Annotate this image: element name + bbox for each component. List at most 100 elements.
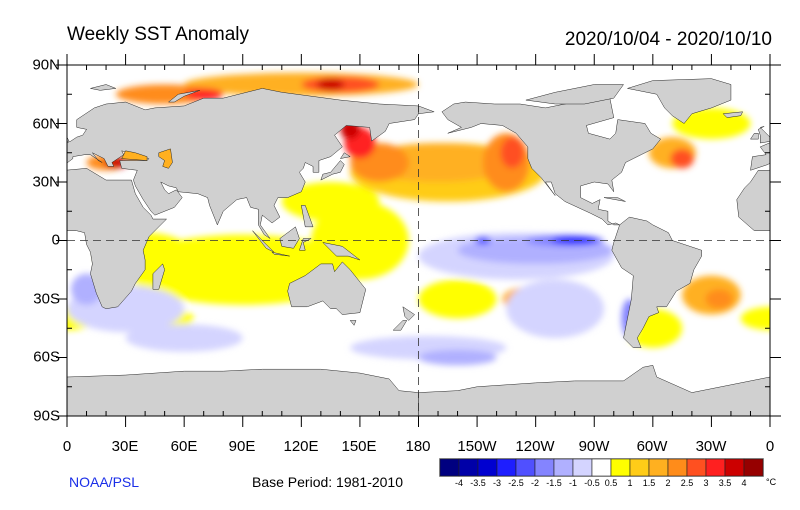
colorbar-swatch [439,458,460,477]
colorbar-swatch [629,458,650,477]
colorbar-swatch [534,458,555,477]
land-eurasia [67,88,419,239]
colorbar-swatch [724,458,745,477]
land-newguinea [322,242,361,261]
date-range: 2020/10/04 - 2020/10/10 [564,29,772,50]
colorbar-tick-label: -2.5 [508,478,524,488]
colorbar-swatch [743,458,764,477]
lat-label: 60N [32,115,60,133]
land-ireland [47,133,55,139]
land-svalbard [90,84,116,91]
colorbar-swatch [515,458,536,477]
map-title: Weekly SST Anomaly [67,24,249,45]
colorbar-tick-label: 1 [627,478,633,488]
lon-label: 90W [578,438,610,455]
land-greenland [0,79,28,124]
land-arctic_is [525,84,625,105]
base-period: Base Period: 1981-2010 [252,474,403,490]
lon-label: 150E [341,438,377,455]
lon-label: 150W [457,438,497,455]
lon-label: 0 [765,438,775,455]
land-nz_s [392,320,408,331]
colorbar-swatch [553,458,574,477]
colorbar-tick-label: 2.5 [680,478,694,488]
land-nz_n [402,306,415,321]
anomaly-region [418,279,497,319]
lat-label: 0 [51,231,60,249]
anomaly-region [316,78,345,91]
anomaly-region [670,148,694,169]
land-africa [736,169,770,231]
lon-label: 30W [695,438,727,455]
colorbar-tick-label: -1.5 [546,478,562,488]
sea-caspian [158,148,173,169]
anomaly-region [506,279,605,338]
lat-label: 30N [32,173,60,191]
lon-label: 180 [405,438,431,455]
colorbar-swatch [572,458,593,477]
land-cuba [603,197,626,202]
land-japan [320,160,345,181]
land-northamerica [441,97,662,226]
anomaly-region [740,306,770,331]
colorbar-tick-label: -1 [568,478,578,488]
colorbar-tick-label: 4 [741,478,747,488]
colorbar-swatch [591,458,612,477]
sea-blacksea [121,150,148,161]
land-greenland [627,78,732,124]
colorbar-tick-label: -4 [454,478,464,488]
land-australia [287,261,367,315]
land-borneo [279,226,300,249]
land-eurasia [750,142,770,171]
land-java [271,251,290,257]
lat-label: 30S [33,290,60,308]
lat-label: 60S [33,348,60,366]
colorbar-tick-label: 0.5 [604,478,618,488]
land-novaya [167,90,200,103]
land-ireland [750,133,759,140]
anomaly-region [500,137,524,169]
land-philippines [301,205,314,228]
colorbar-unit: °C [766,477,777,487]
colorbar-swatch [610,458,631,477]
land-svalbard [793,85,800,91]
land-southamerica [611,216,702,348]
land-iceland [722,111,744,118]
lon-label: 120E [283,438,319,455]
colorbar-swatch [667,458,688,477]
colorbar-swatch [496,458,517,477]
colorbar-swatch [458,458,479,477]
lon-label: 120W [515,438,555,455]
lat-label: 90N [32,56,60,74]
colorbar-tick-label: 3 [703,478,709,488]
lon-label: 0 [62,438,72,455]
anomaly-region [418,349,497,366]
colorbar-tick-label: 2 [665,478,671,488]
colorbar-swatch [477,458,498,477]
lon-label: 60W [636,438,668,455]
land-africa [67,168,168,310]
land-uk [757,126,770,144]
lon-label: 60E [170,438,198,455]
anomaly-region [705,289,733,309]
land-tasmania [349,320,357,326]
anomaly-region [475,236,491,245]
colorbar-tick-label: -0.5 [584,478,600,488]
org-credit: NOAA/PSL [69,474,140,490]
colorbar-tick-label: 3.5 [718,478,732,488]
land-madagascar [152,263,165,290]
anomaly-region [125,324,243,352]
colorbar-tick-label: 1.5 [642,478,656,488]
colorbar-swatch [648,458,669,477]
lon-label: 90E [228,438,256,455]
land-antarctica [418,365,770,417]
land-sumatra [252,230,275,253]
colorbar-swatch [686,458,707,477]
anomaly-region [115,84,214,104]
land-antarctica [67,368,419,417]
colorbar-tick-label: -3 [492,478,502,488]
land-hokkaido [339,152,351,159]
lon-label: 30E [111,438,139,455]
